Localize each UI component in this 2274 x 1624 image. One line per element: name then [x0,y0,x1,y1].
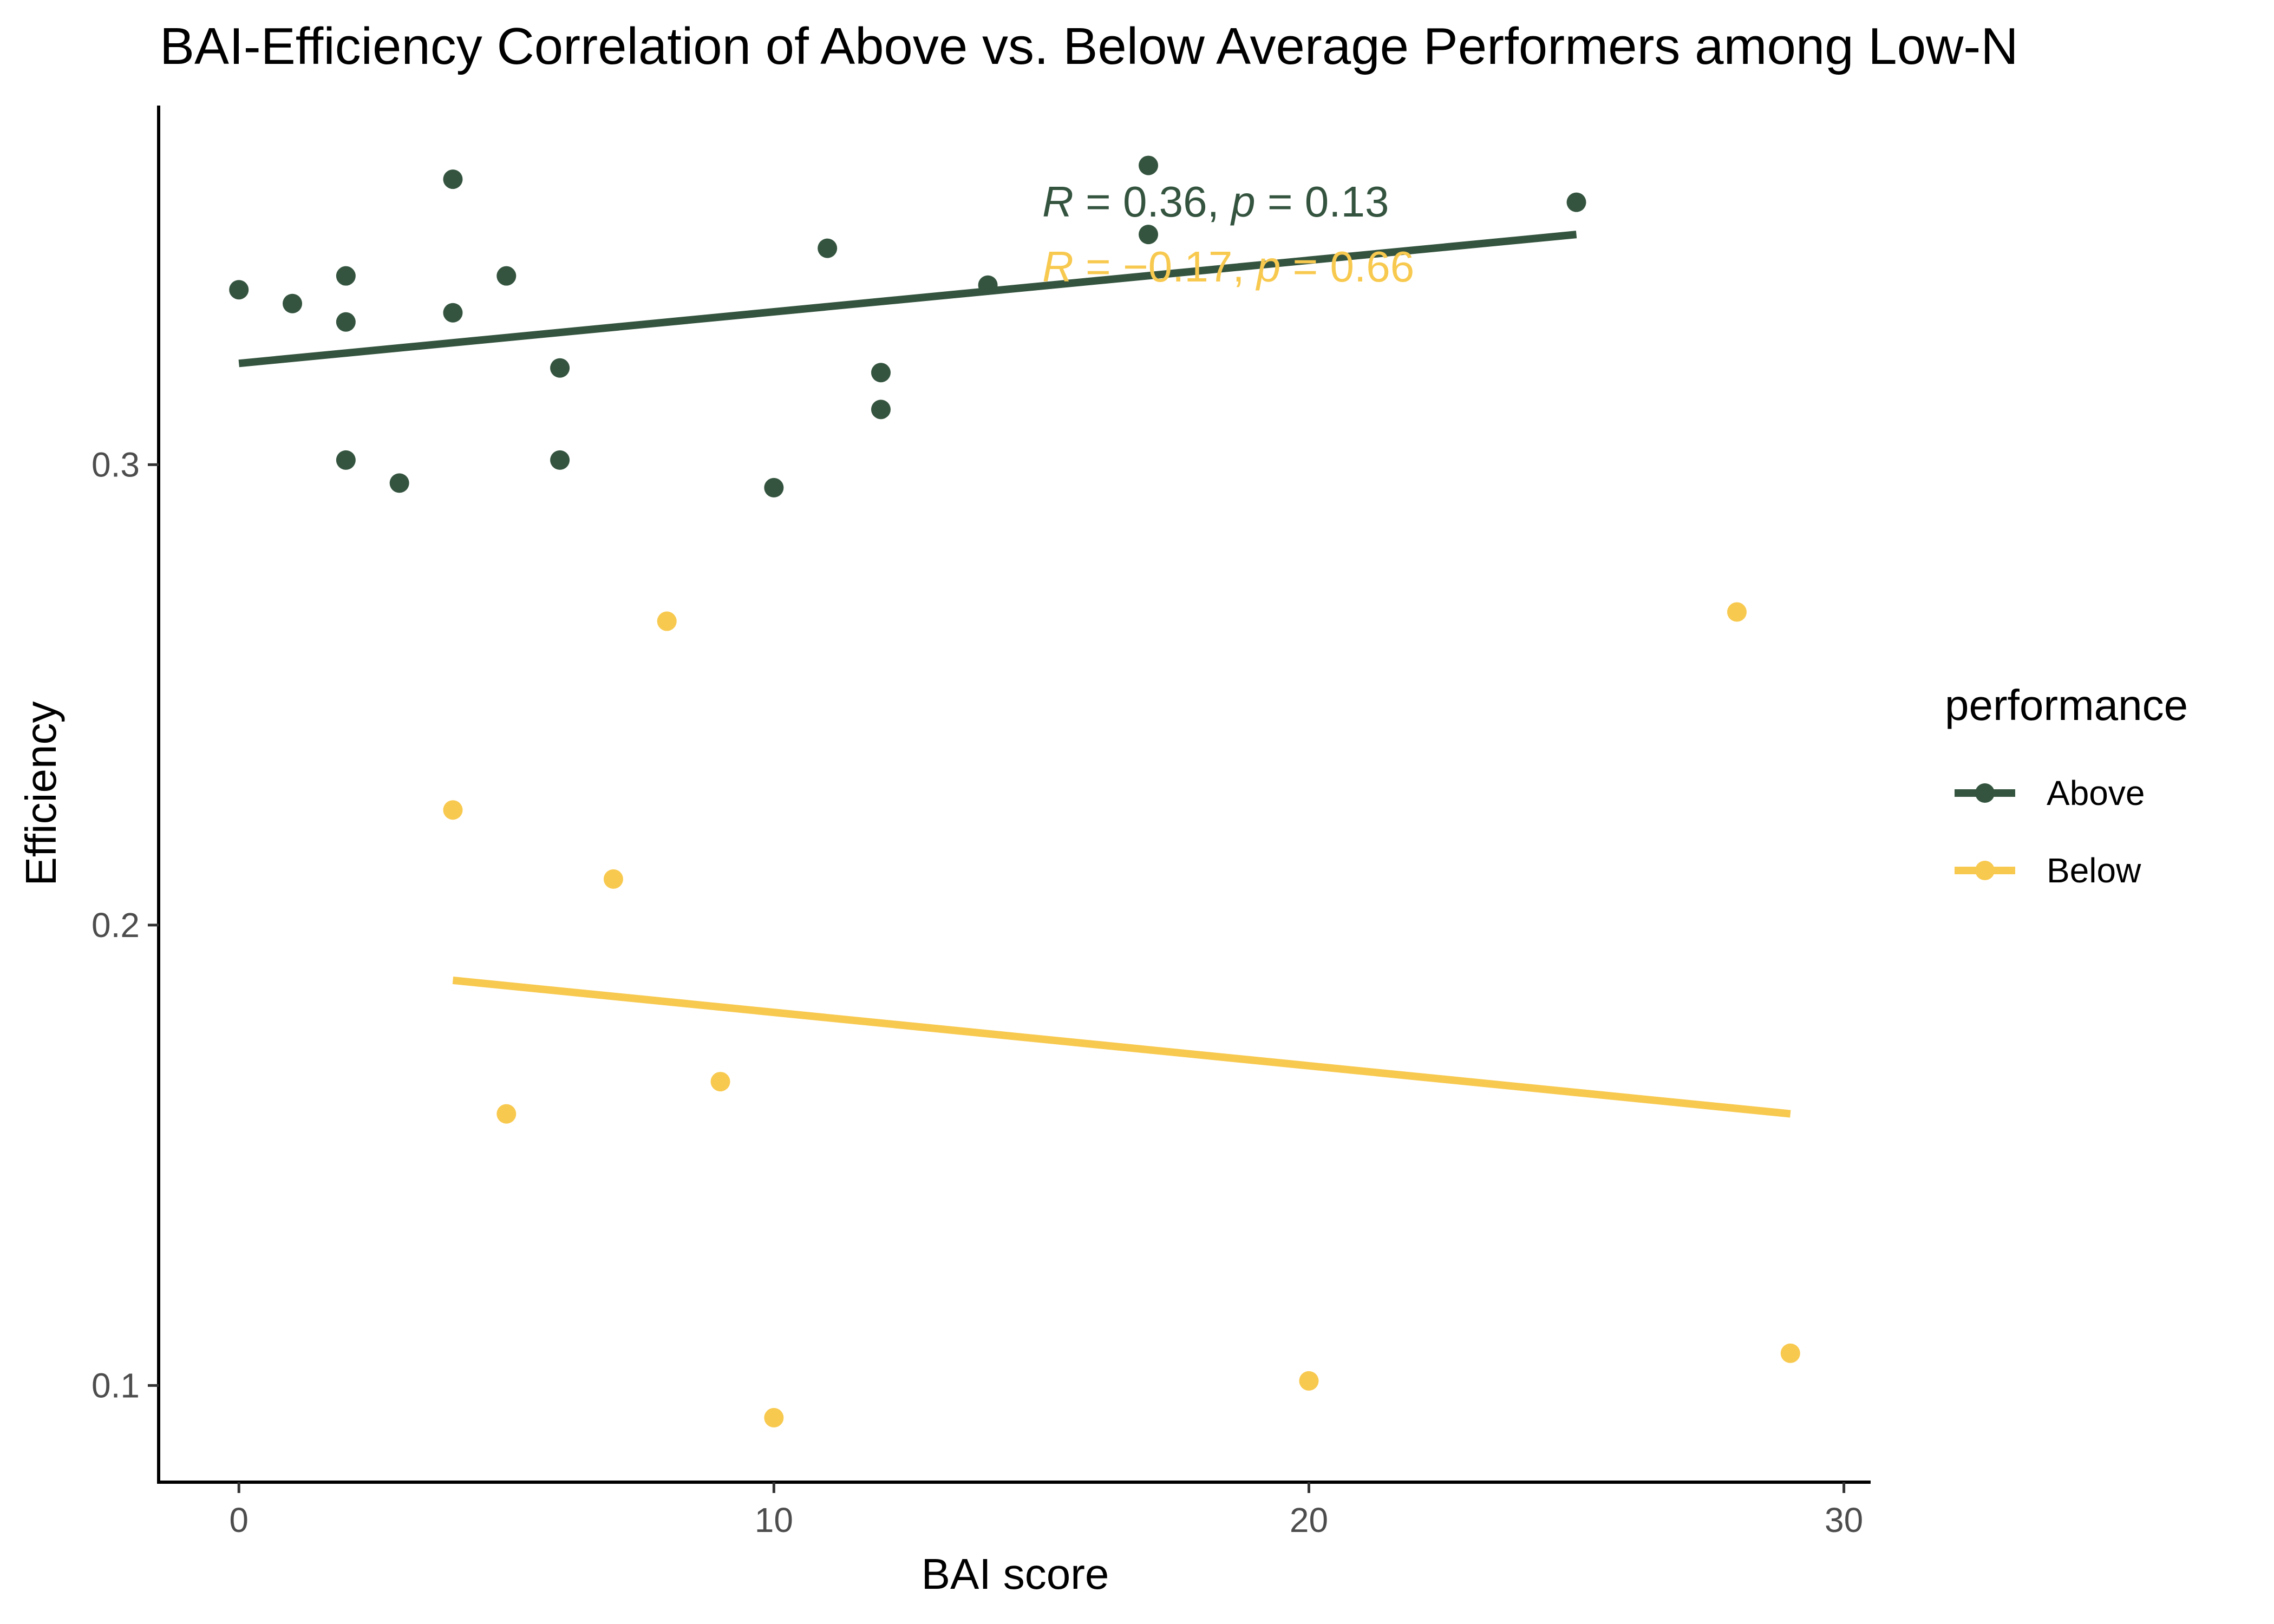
below-data-point [1727,602,1747,622]
x-tick-label: 0 [229,1501,249,1540]
above-data-point [389,473,409,493]
legend-entries: Above Below [1955,774,2145,890]
legend-label: Above [2047,774,2145,813]
above-data-point [229,280,249,300]
x-axis-ticks: 0 10 20 30 [229,1482,1863,1540]
y-axis-ticks: 0.1 0.2 0.3 [92,445,159,1405]
below-data-point [1299,1371,1319,1391]
y-tick-label: 0.2 [92,906,140,945]
below-data-point [1780,1343,1800,1363]
plot-area: R = 0.36, p = 0.13 R = −0.17, p = 0.66 [229,155,1800,1427]
below-data-point [764,1407,784,1427]
above-data-point [550,358,570,378]
legend-entry-above: Above [1955,774,2145,813]
below-correlation-annotation: R = −0.17, p = 0.66 [1042,243,1414,291]
above-data-point [443,303,463,323]
below-regression-line [452,976,1791,1118]
x-tick-label: 10 [755,1501,793,1540]
above-data-point [764,477,784,497]
below-data-point [443,800,463,820]
legend-entry-below: Below [1955,851,2141,890]
legend-key-point [1975,783,1995,803]
above-correlation-annotation: R = 0.36, p = 0.13 [1042,178,1389,226]
above-data-point [336,450,356,470]
above-data-point [871,400,891,420]
legend: performance Above Below [1945,681,2188,890]
y-axis-label: Efficiency [17,702,65,886]
above-data-point [1139,155,1159,175]
above-data-point [1139,225,1159,245]
y-tick-label: 0.1 [92,1366,140,1405]
chart-title: BAI-Efficiency Correlation of Above vs. … [160,17,2018,75]
above-data-point [443,169,463,189]
below-data-point [496,1104,517,1124]
below-data-point [657,611,677,631]
above-data-point [978,275,998,295]
above-data-point [496,266,517,286]
x-tick-label: 30 [1825,1501,1863,1540]
legend-key-point [1975,861,1995,880]
x-axis-label: BAI score [922,1550,1109,1598]
above-data-point [1566,192,1586,212]
above-data-point [283,293,303,313]
legend-label: Below [2047,851,2141,890]
below-data-point [710,1072,730,1092]
above-data-point [336,312,356,332]
above-data-point [336,266,356,286]
legend-title: performance [1945,681,2188,729]
above-data-point [818,238,838,258]
above-regression-line [238,231,1577,368]
above-data-point [871,363,891,383]
y-tick-label: 0.3 [92,445,140,484]
above-data-point [550,450,570,470]
below-data-point [603,869,623,889]
x-tick-label: 20 [1290,1501,1328,1540]
